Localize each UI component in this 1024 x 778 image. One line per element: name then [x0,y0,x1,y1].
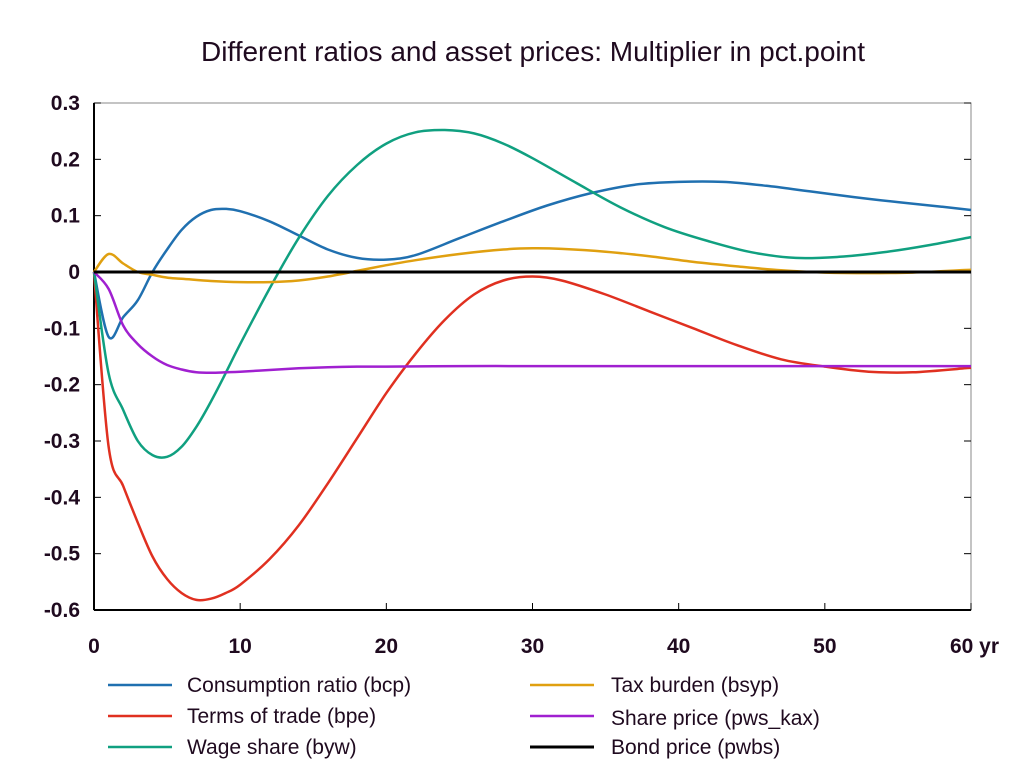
series-line-wage-share [92,128,972,459]
series-line-tax-burden [92,247,972,284]
x-tick-label: 40 [667,635,690,658]
y-tick-label: -0.6 [44,599,80,622]
y-tick-label: 0 [68,261,80,284]
series-line-consumption-ratio [92,180,972,340]
y-tick-label: 0.1 [51,205,81,228]
x-tick-label: 50 [813,635,836,658]
x-tick-label: 10 [228,635,251,658]
y-tick-label: -0.1 [44,317,81,340]
y-tick-label: 0.3 [51,92,80,115]
legend: Consumption ratio (bcp) Terms of trade (b… [108,674,820,759]
x-tick-label: 20 [375,635,398,658]
legend-label-bond-price: Bond price (pwbs) [611,736,780,759]
legend-label-terms-of-trade: Terms of trade (bpe) [187,705,376,728]
y-tick-label: -0.4 [44,486,81,509]
x-tick-label: 60 yr [950,635,999,658]
chart-title: Different ratios and asset prices: Multi… [201,36,865,67]
legend-label-wage-share: Wage share (byw) [187,736,357,759]
y-tick-label: -0.3 [44,430,80,453]
x-tick-label: 30 [521,635,544,658]
y-tick-label: 0.2 [51,148,80,171]
y-tick-label: -0.5 [44,543,81,566]
legend-label-share-price: Share price (pws_kax) [611,707,820,730]
x-tick-label: 0 [88,635,100,658]
legend-label-consumption-ratio: Consumption ratio (bcp) [187,674,411,697]
series-line-share-price [93,271,971,375]
legend-label-tax-burden: Tax burden (bsyp) [611,674,779,697]
series-lines [92,128,972,602]
plot-area-frame [93,102,972,611]
series-line-terms-of-trade [92,271,972,602]
axes: 0.3 0.2 0.1 0 -0.1 -0.2 -0.3 -0.4 -0.5 -0.6 0 10 20 3… [44,92,999,658]
y-tick-label: -0.2 [44,374,80,397]
